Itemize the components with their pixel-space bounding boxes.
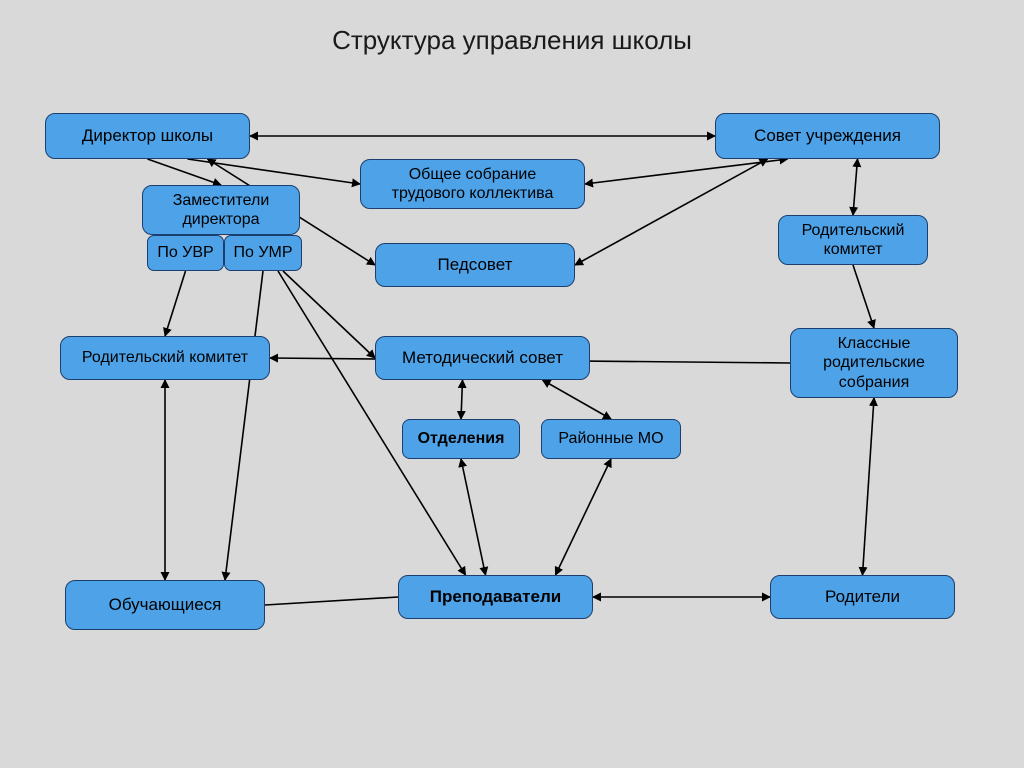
node-label: Родители [825,587,900,607]
node-po_uvr: По УВР [147,235,224,271]
node-parent_comm_r: Родительский комитет [778,215,928,265]
node-label: Методический совет [402,348,563,368]
edge-teachers-students [265,597,398,605]
node-district_mo: Районные МО [541,419,681,459]
node-label: Районные МО [558,429,663,448]
node-class_meetings: Классные родительские собрания [790,328,958,398]
diagram-canvas: Структура управления школы Директор школ… [0,0,1024,768]
node-pedsovet: Педсовет [375,243,575,287]
node-label: Родительский комитет [802,221,905,259]
node-general_meeting: Общее собрание трудового коллектива [360,159,585,209]
node-deputies: Заместители директора [142,185,300,235]
node-label: По УМР [233,243,292,262]
edge-po_uvr-parent_comm_l [165,271,186,336]
node-label: Совет учреждения [754,126,901,146]
edge-director-general_meeting [188,159,361,184]
node-label: Обучающиеся [109,595,222,615]
edge-director-deputies [148,159,222,185]
edge-parent_comm_r-class_meetings [853,265,874,328]
node-label: Общее собрание трудового коллектива [392,165,554,203]
edge-class_meetings-parents [863,398,875,575]
node-council: Совет учреждения [715,113,940,159]
node-label: Директор школы [82,126,213,146]
node-label: Отделения [418,429,505,448]
edge-council-parent_comm_r [853,159,858,215]
edge-method_council-district_mo [543,380,612,419]
node-label: Классные родительские собрания [823,334,925,392]
node-label: Педсовет [438,255,513,275]
edge-po_umr-students [225,271,263,580]
node-students: Обучающиеся [65,580,265,630]
diagram-title: Структура управления школы [0,25,1024,56]
node-method_council: Методический совет [375,336,590,380]
node-label: Родительский комитет [82,348,248,367]
node-label: Преподаватели [430,587,561,607]
edge-council-general_meeting [585,159,788,184]
edge-council-pedsovet [575,159,768,265]
edge-district_mo-teachers [556,459,612,575]
edge-method_council-departments [461,380,463,419]
edge-departments-teachers [461,459,486,575]
node-parent_comm_l: Родительский комитет [60,336,270,380]
node-director: Директор школы [45,113,250,159]
node-teachers: Преподаватели [398,575,593,619]
node-label: Заместители директора [173,191,270,229]
node-parents: Родители [770,575,955,619]
edge-po_umr-method_council [283,271,375,358]
node-label: По УВР [157,243,213,262]
node-po_umr: По УМР [224,235,302,271]
node-departments: Отделения [402,419,520,459]
